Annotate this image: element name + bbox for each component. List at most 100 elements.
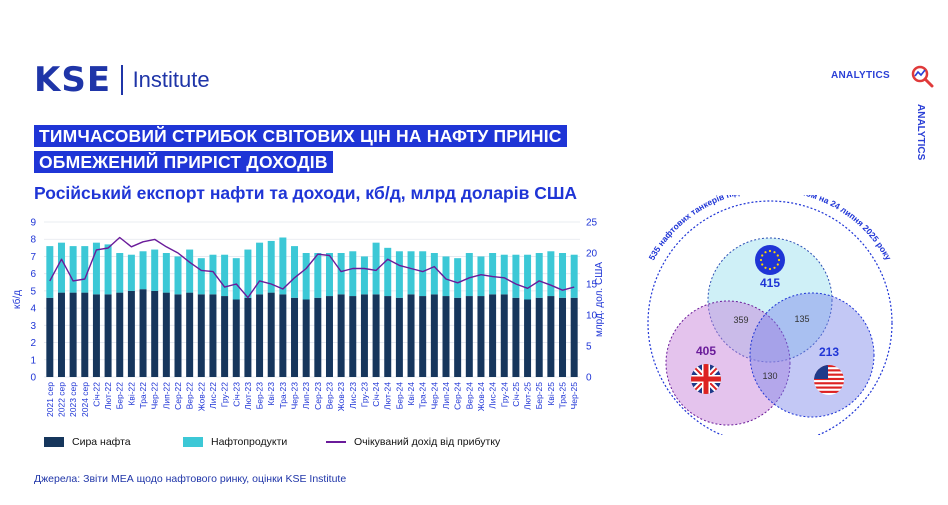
bar-products (384, 247, 392, 297)
eu-star (759, 258, 763, 262)
x-tick-label: Гру-24 (499, 382, 509, 408)
bar-crude (360, 294, 368, 377)
us-stripe (814, 390, 844, 393)
y-left-tick-label: 8 (30, 235, 36, 246)
x-tick-label: Лют-23 (243, 382, 253, 410)
y-left-tick-label: 5 (30, 286, 36, 297)
chart-subtitle: Російський експорт нафти та доходи, кб/д… (34, 183, 578, 203)
bar-crude (372, 294, 380, 377)
bar-crude (337, 294, 345, 377)
us-stripe (814, 369, 844, 372)
x-tick-label: Лют-22 (103, 382, 113, 410)
x-tick-label: Кві-25 (546, 382, 556, 406)
x-tick-label: Чер-24 (429, 382, 439, 410)
bar-products (337, 253, 345, 295)
x-tick-label: Січ-24 (371, 382, 381, 407)
bar-crude (162, 292, 170, 377)
bar-crude (127, 290, 135, 377)
bar-products (104, 244, 112, 295)
x-tick-label: Сер-22 (173, 382, 183, 410)
eu-flag-icon (755, 245, 785, 275)
bar-products (325, 253, 333, 297)
x-tick-label: Кві-22 (126, 382, 136, 406)
bar-products (535, 253, 543, 298)
bar-products (314, 253, 322, 298)
bar-crude (232, 299, 240, 377)
x-tick-label: Бер-25 (534, 382, 544, 410)
x-tick-label: Чер-23 (290, 382, 300, 410)
eu-star (773, 251, 776, 254)
x-tick-label: 2022 сер (56, 382, 66, 417)
oil-export-chart: 0 1 2 3 4 5 6 7 8 9 0 5 10 15 20 25 кб/д млрд. дол. США 20… (11, 218, 605, 417)
bar-crude (279, 294, 287, 377)
bar-crude (442, 296, 450, 377)
x-tick-label: Кві-23 (266, 382, 276, 406)
title-line-1: ТИМЧАСОВИЙ СТРИБОК СВІТОВИХ ЦІН НА НАФТУ… (34, 125, 567, 147)
bar-crude (547, 296, 555, 377)
bar-crude (256, 294, 264, 377)
eu-star (776, 263, 779, 266)
bar-crude (314, 297, 322, 377)
eu-star (773, 266, 776, 269)
title-line-2: ОБМЕЖЕНИЙ ПРИРІСТ ДОХОДІВ (34, 151, 333, 173)
x-tick-label: Тра-23 (278, 382, 288, 409)
x-tick-label: Бер-24 (394, 382, 404, 410)
bar-crude (104, 294, 112, 377)
bar-products (151, 249, 159, 291)
bar-crude (69, 292, 77, 377)
bar-crude (92, 294, 100, 377)
bar-products (174, 256, 182, 295)
eu-star (764, 251, 767, 254)
bar-products (547, 251, 555, 297)
gridlines (44, 221, 580, 378)
kse-logo: KSE Institute (34, 60, 210, 100)
bar-crude (267, 292, 275, 377)
bar-products (197, 258, 205, 295)
x-tick-label: Січ-23 (231, 382, 241, 407)
x-tick-label: Лис-23 (348, 382, 358, 409)
venn-uk-us-count: 130 (762, 371, 777, 381)
bar-crude (151, 290, 159, 377)
bar-crude (197, 294, 205, 377)
logo-divider (121, 65, 123, 95)
y-left-tick-label: 7 (30, 252, 36, 263)
bar-products (139, 251, 147, 290)
bar-products (244, 249, 252, 298)
bar-crude (419, 296, 427, 377)
y-right-tick-label: 5 (586, 342, 592, 353)
x-tick-label: Гру-23 (359, 382, 369, 408)
y-left-axis-title: кб/д (11, 290, 23, 309)
bar-crude (116, 292, 124, 377)
x-tick-label: Лис-24 (488, 382, 498, 409)
legend-label-crude: Сира нафта (72, 436, 131, 448)
analytics-side-label: ANALYTICS (915, 104, 926, 161)
x-tick-label: Лют-25 (523, 382, 533, 410)
bar-products (46, 246, 54, 298)
y-right-tick-label: 0 (586, 373, 592, 384)
analytics-magnifier-icon (911, 65, 934, 88)
bar-crude (186, 292, 194, 377)
revenue-line (49, 236, 575, 299)
bar-crude (395, 297, 403, 377)
venn-eu-uk-count: 359 (733, 315, 748, 325)
y-left-tick-label: 3 (30, 321, 36, 332)
x-tick-label: Гру-22 (220, 382, 230, 408)
bar-crude (535, 297, 543, 377)
x-tick-label: Лип-23 (301, 382, 311, 409)
x-tick-label: 2023 сер (68, 382, 78, 417)
bar-crude (454, 297, 462, 377)
bars-group (46, 237, 578, 377)
bar-crude (302, 299, 310, 377)
bar-crude (489, 294, 497, 377)
bar-products (570, 254, 578, 298)
x-tick-label: Чер-25 (569, 382, 579, 410)
eu-star (768, 267, 772, 271)
legend-label-revenue: Очікуваний дохід від прибутку (354, 436, 501, 448)
y-right-tick-label: 10 (586, 311, 598, 322)
bar-products (524, 254, 532, 300)
bar-crude (524, 299, 532, 377)
x-tick-label: Кві-24 (406, 382, 416, 406)
source-note: Джерела: Звіти МЕА щодо нафтового ринку,… (34, 473, 347, 485)
us-stripe (814, 377, 844, 381)
y-left-tick-label: 0 (30, 373, 36, 384)
